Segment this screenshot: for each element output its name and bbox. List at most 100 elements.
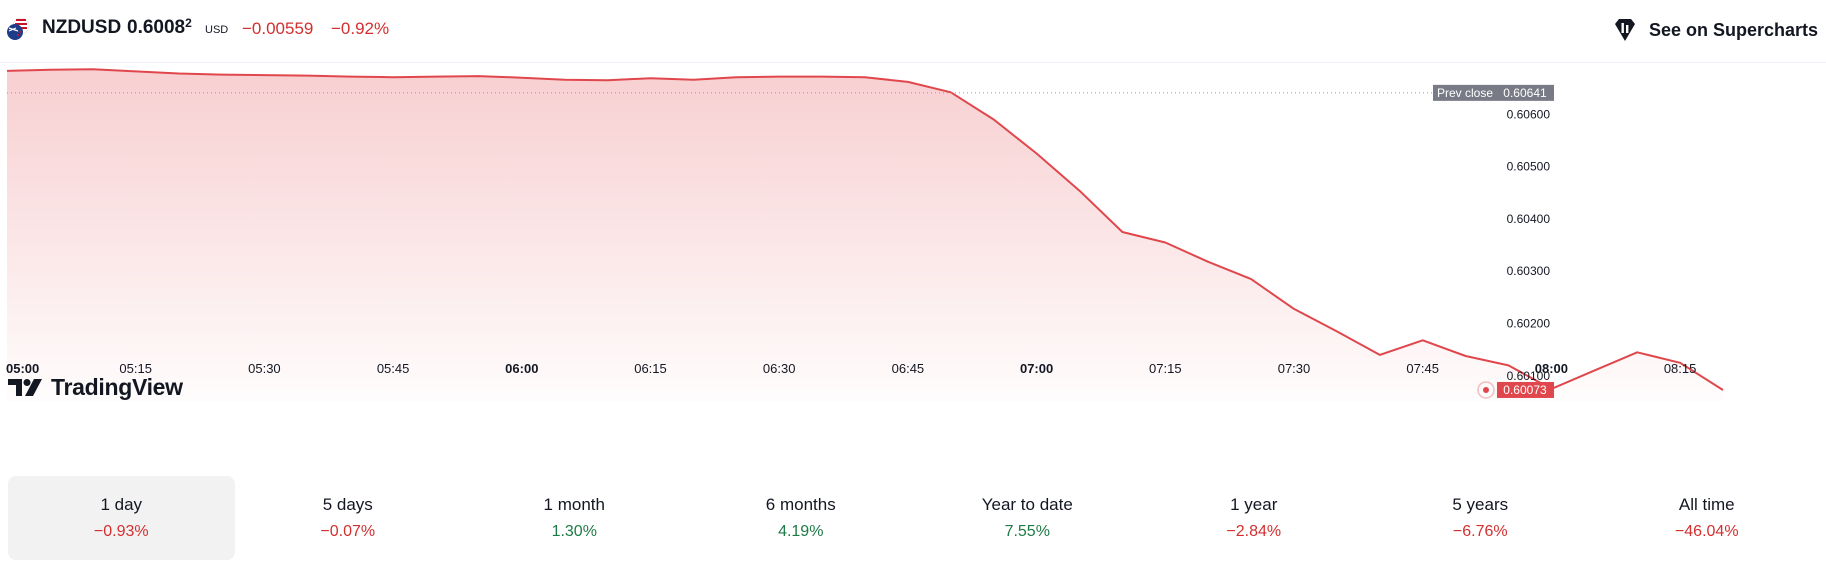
- data-point-0600: [520, 76, 524, 80]
- data-point-0750: [1464, 354, 1468, 358]
- period-change: −6.76%: [1452, 523, 1508, 540]
- data-point-0605: [563, 78, 567, 82]
- period-change: −46.04%: [1674, 523, 1739, 540]
- currency-label: USD: [205, 24, 229, 36]
- last-price-label: 0.60073: [1503, 383, 1547, 397]
- period-label: 5 days: [322, 495, 373, 514]
- period-5-days[interactable]: 5 days −0.07%: [235, 476, 462, 560]
- y-tick-label: 0.60200: [1507, 317, 1551, 331]
- y-tick-label: 0.60600: [1507, 107, 1551, 121]
- period-1-year[interactable]: 1 year −2.84%: [1141, 476, 1368, 560]
- x-tick-label: 07:00: [1020, 361, 1053, 376]
- y-tick-label: 0.60300: [1507, 264, 1551, 278]
- data-point-0530: [262, 73, 266, 77]
- data-point-0805: [1592, 369, 1596, 373]
- y-tick-label: 0.60400: [1507, 212, 1551, 226]
- period-1-month[interactable]: 1 month 1.30%: [461, 476, 688, 560]
- x-tick-label: 06:30: [763, 361, 796, 376]
- tradingview-logo: TradingView: [8, 374, 183, 401]
- tradingview-logo-icon: [8, 378, 42, 396]
- data-point-0810: [1635, 350, 1639, 354]
- data-point-0505: [48, 68, 52, 72]
- period-label: Year to date: [981, 495, 1073, 514]
- x-tick-label: 05:30: [248, 361, 281, 376]
- data-point-0535: [305, 74, 309, 78]
- prev-close-value-box: [1497, 84, 1554, 101]
- last-price-dot: [1483, 386, 1489, 393]
- price-chart[interactable]: Prev close 0.60641 0.60600 0.60500 0.60400 0.…: [0, 62, 1826, 472]
- x-tick-label: 07:15: [1149, 361, 1182, 376]
- data-point-0630: [777, 75, 781, 79]
- period-change: 4.19%: [778, 523, 824, 540]
- data-point-0610: [606, 78, 610, 82]
- data-point-0705: [1078, 189, 1082, 193]
- data-point-0715: [1163, 241, 1167, 245]
- data-point-0655: [992, 118, 996, 122]
- x-tick-label: 05:15: [119, 361, 152, 376]
- supercharts-icon: [1614, 19, 1635, 41]
- data-point-0540: [348, 75, 352, 79]
- x-tick-label: 06:00: [505, 361, 538, 376]
- data-point-0510: [91, 67, 95, 71]
- period-6-months[interactable]: 6 months 4.19%: [688, 476, 915, 560]
- data-point-0645: [906, 80, 910, 84]
- x-tick-label: 07:30: [1278, 361, 1311, 376]
- period-label: All time: [1678, 495, 1735, 514]
- period-1-day[interactable]: 1 day −0.93%: [8, 476, 235, 560]
- data-point-0615: [649, 76, 653, 80]
- data-point-0820: [1721, 388, 1725, 392]
- period-change: −0.07%: [320, 523, 376, 540]
- data-point-0635: [820, 75, 824, 79]
- data-point-0555: [477, 74, 481, 78]
- data-point-0745: [1421, 338, 1425, 342]
- data-point-0710: [1120, 230, 1124, 234]
- data-point-0515: [134, 69, 138, 73]
- prev-close-value: 0.60641: [1503, 86, 1547, 100]
- data-point-0550: [434, 75, 438, 79]
- x-tick-label: 08:15: [1664, 361, 1697, 376]
- supercharts-label: See on Supercharts: [1648, 19, 1818, 40]
- last-price-pulse: [1477, 381, 1495, 399]
- data-point-0640: [863, 75, 867, 79]
- data-point-0545: [391, 75, 395, 79]
- period-5-years[interactable]: 5 years −6.76%: [1367, 476, 1594, 560]
- period-label: 6 months: [765, 495, 836, 514]
- period-selector: 1 day −0.93% 5 days −0.07% 1 month 1.30%…: [8, 476, 1820, 560]
- period-change: −0.93%: [93, 523, 149, 540]
- y-tick-label: 0.60500: [1507, 160, 1551, 174]
- prev-close-label: Prev close: [1437, 86, 1493, 100]
- period-change: −2.84%: [1226, 523, 1282, 540]
- data-point-0620: [691, 78, 695, 82]
- x-tick-label: 07:45: [1406, 361, 1439, 376]
- data-point-0730: [1292, 307, 1296, 311]
- x-tick-label: 08:00: [1535, 361, 1568, 376]
- period-label: 1 month: [543, 495, 605, 514]
- data-point-0700: [1035, 152, 1039, 156]
- x-tick-label: 05:45: [377, 361, 410, 376]
- x-tick-label: 05:00: [6, 361, 39, 376]
- data-point-0525: [220, 73, 224, 77]
- price-change: −0.00559: [242, 19, 314, 38]
- prev-close-label-box: [1433, 84, 1497, 101]
- data-point-0735: [1335, 329, 1339, 333]
- price-main: 0.6008: [127, 17, 186, 38]
- tradingview-logo-text: TradingView: [51, 374, 183, 400]
- price-value: 0.60082: [127, 16, 192, 39]
- price-series-line: [6, 68, 1724, 391]
- see-on-supercharts-button[interactable]: See on Supercharts: [1611, 14, 1818, 46]
- period-label: 1 day: [100, 495, 143, 514]
- symbol-name: NZDUSD: [42, 17, 122, 38]
- data-point-0500: [5, 69, 9, 73]
- period-label: 5 years: [1452, 495, 1509, 514]
- period-year-to-date[interactable]: Year to date 7.55%: [914, 476, 1141, 560]
- symbol-header: NZDUSD 0.60082 USD −0.00559 −0.92% See o…: [0, 0, 1826, 63]
- period-all-time[interactable]: All time −46.04%: [1594, 476, 1821, 560]
- last-price-label-box: [1497, 381, 1554, 398]
- data-point-0650: [949, 90, 953, 94]
- x-tick-label: 06:15: [634, 361, 667, 376]
- data-point-0755: [1507, 363, 1511, 367]
- price-superscript: 2: [185, 16, 192, 30]
- data-point-0625: [734, 75, 738, 79]
- period-change: 7.55%: [1004, 523, 1050, 540]
- period-label: 1 year: [1230, 495, 1278, 514]
